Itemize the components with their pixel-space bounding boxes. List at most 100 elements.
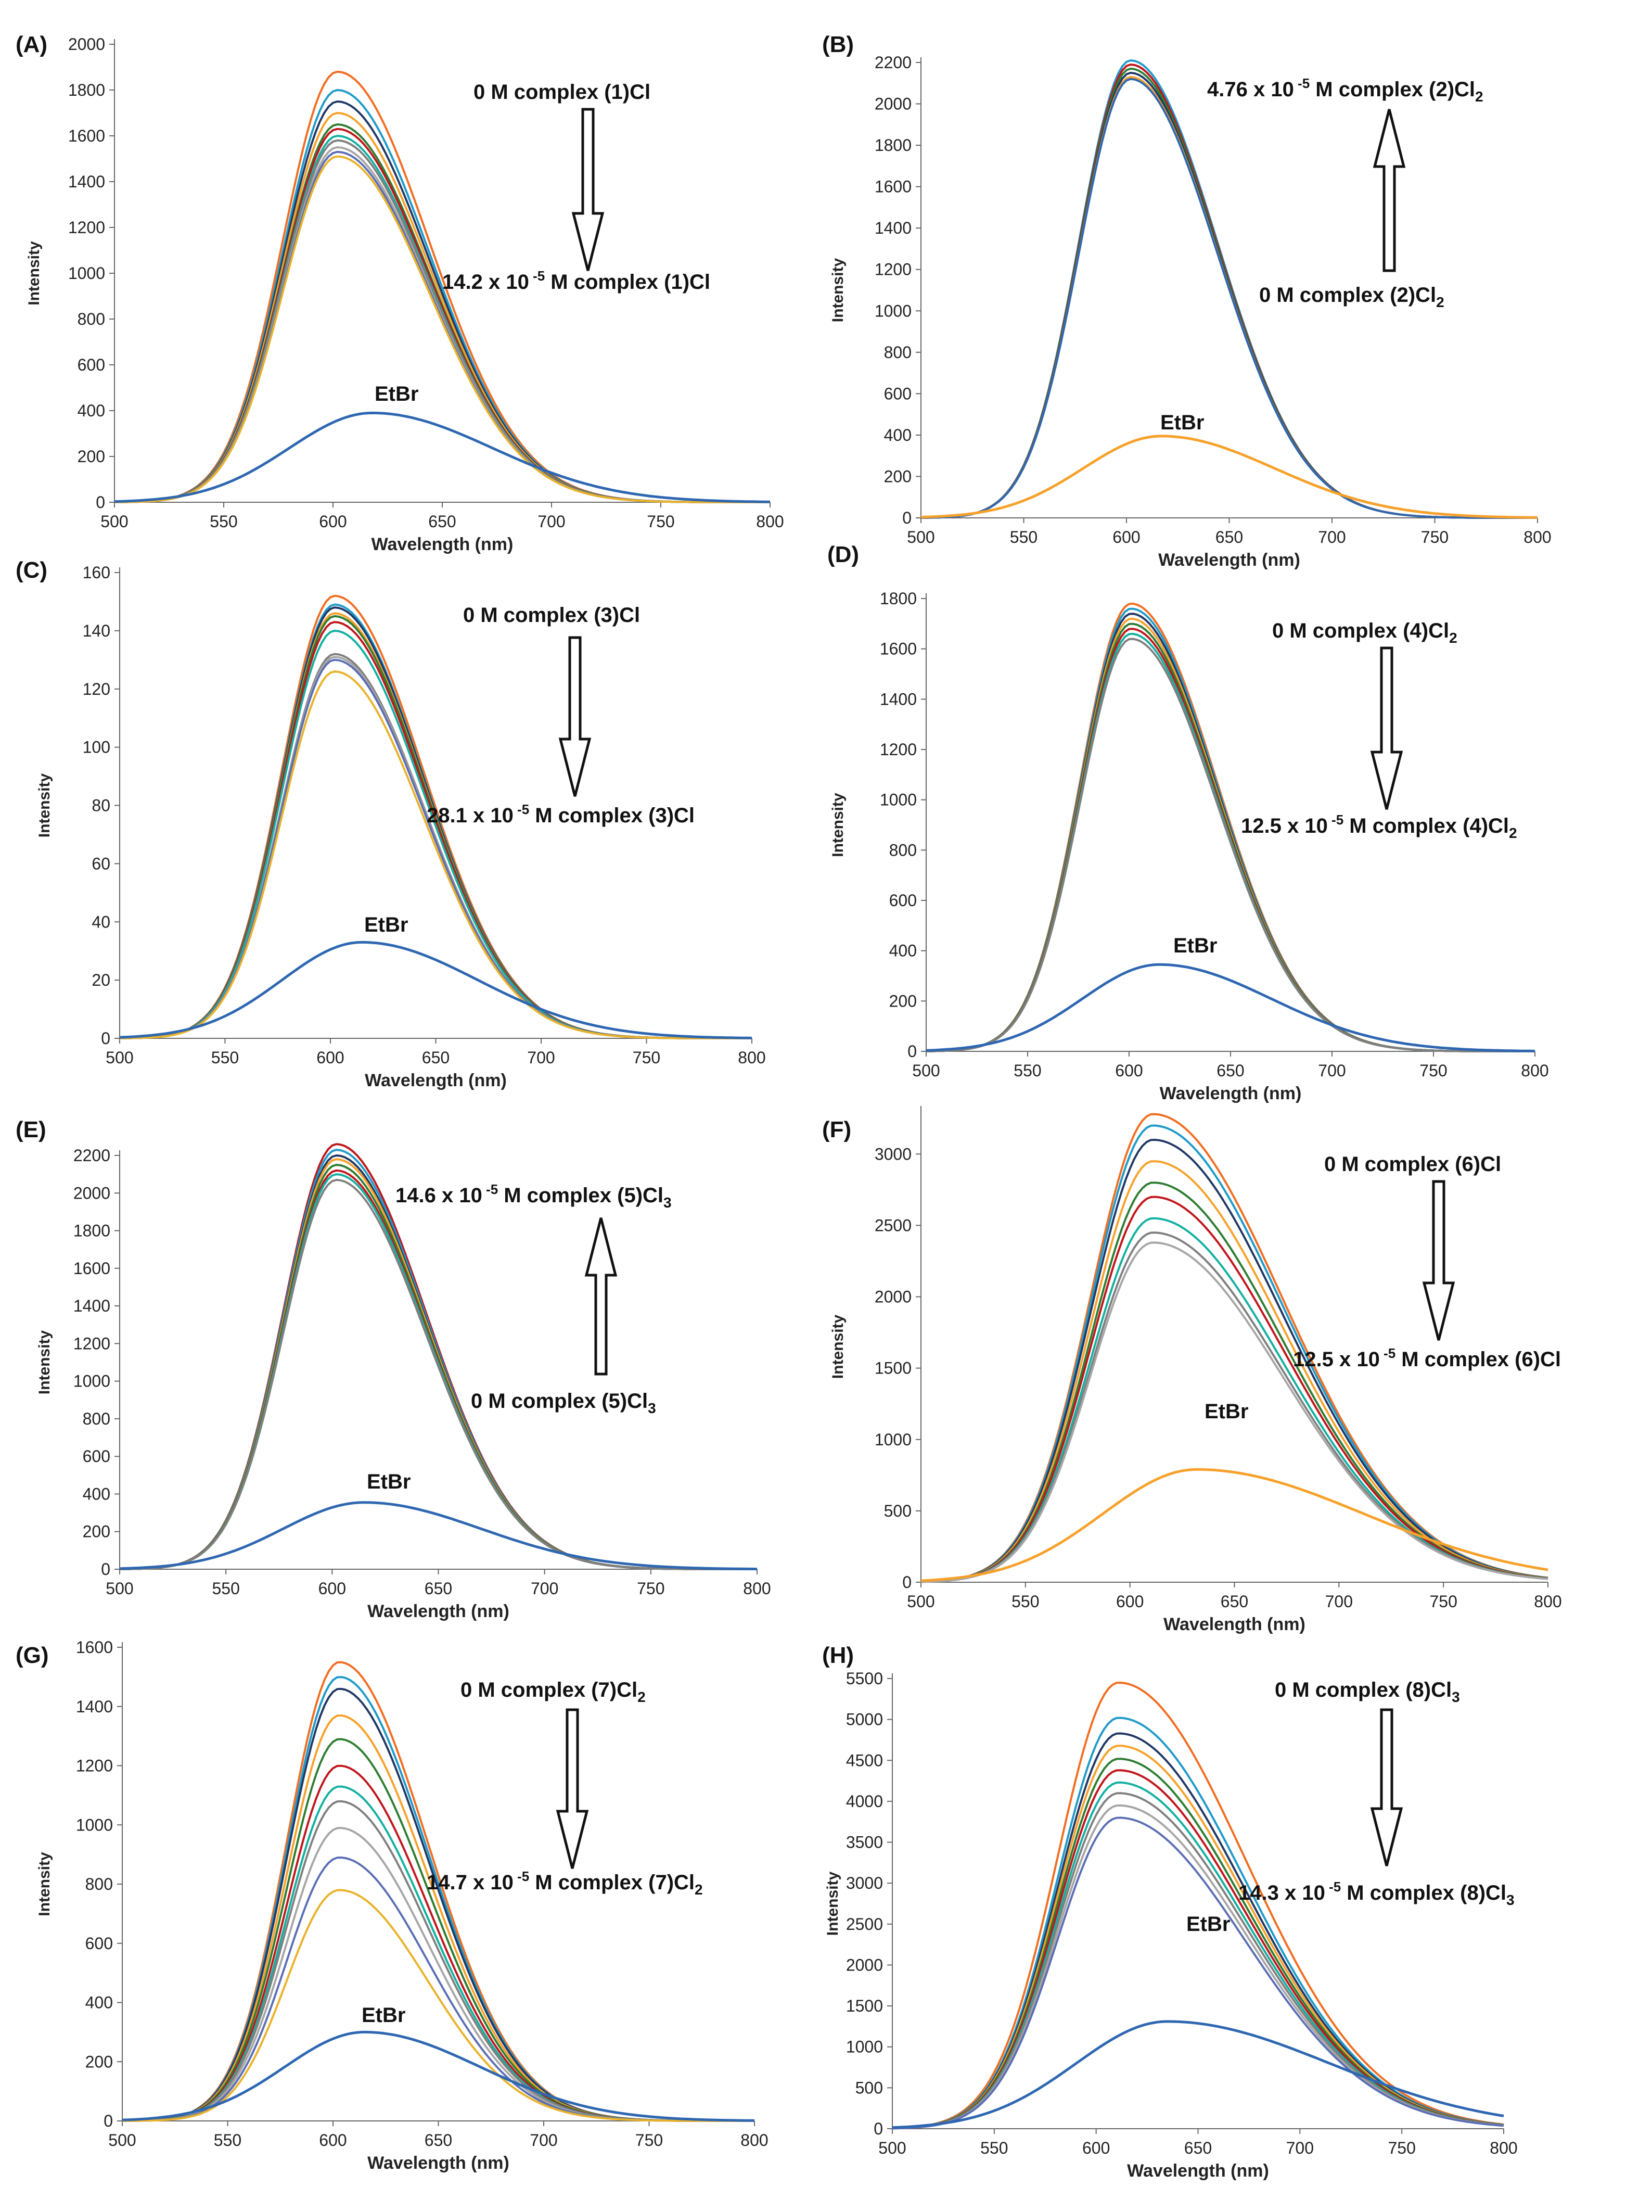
x-tick-label: 550 bbox=[211, 1048, 239, 1067]
x-tick-label: 500 bbox=[106, 1048, 133, 1067]
concentration-label: 0 M complex (4)Cl2 bbox=[1272, 619, 1457, 646]
y-tick-label: 1500 bbox=[846, 1997, 883, 2015]
etbr-label: EtBr bbox=[375, 383, 418, 405]
y-tick-label: 1800 bbox=[880, 589, 917, 608]
panel-label: (E) bbox=[16, 1117, 46, 1142]
y-tick-label: 1400 bbox=[880, 690, 917, 708]
y-tick-label: 1400 bbox=[68, 172, 105, 191]
y-tick-label: 1200 bbox=[875, 260, 912, 279]
panel-label: (A) bbox=[16, 32, 47, 57]
spectrum-line bbox=[920, 1196, 1548, 1583]
spectrum-line bbox=[119, 629, 752, 1039]
x-tick-label: 500 bbox=[907, 1592, 934, 1611]
y-tick-label: 80 bbox=[92, 796, 110, 815]
spectrum-line bbox=[920, 1160, 1548, 1583]
y-tick-label: 120 bbox=[83, 680, 110, 698]
panel-label: (G) bbox=[16, 1643, 49, 1668]
y-tick-label: 800 bbox=[85, 1875, 113, 1893]
y-tick-label: 200 bbox=[884, 467, 912, 486]
y-tick-label: 1600 bbox=[73, 1259, 110, 1278]
y-tick-label: 200 bbox=[83, 1522, 110, 1541]
spectrum-line bbox=[892, 1681, 1504, 2130]
y-tick-label: 1600 bbox=[76, 1638, 113, 1657]
y-tick-label: 600 bbox=[85, 1934, 113, 1953]
y-tick-label: 0 bbox=[902, 508, 912, 527]
concentration-label: 0 M complex (8)Cl3 bbox=[1275, 1679, 1460, 1705]
y-tick-label: 3000 bbox=[846, 1874, 883, 1892]
x-axis-label: Wavelength (nm) bbox=[367, 2153, 509, 2173]
y-axis-label: Intensity bbox=[36, 1330, 53, 1395]
concentration-label: 14.6 x 10 -5 M complex (5)Cl3 bbox=[395, 1181, 672, 1211]
y-tick-label: 400 bbox=[884, 426, 912, 444]
y-tick-label: 1200 bbox=[880, 740, 917, 759]
panel-label: (F) bbox=[822, 1117, 851, 1142]
x-tick-label: 500 bbox=[106, 1579, 133, 1598]
x-tick-label: 650 bbox=[1215, 528, 1243, 546]
y-tick-label: 20 bbox=[92, 971, 110, 989]
etbr-label: EtBr bbox=[362, 2004, 405, 2027]
x-tick-label: 500 bbox=[907, 528, 934, 546]
x-axis-label: Wavelength (nm) bbox=[1158, 550, 1300, 570]
x-tick-label: 650 bbox=[1184, 2139, 1212, 2157]
y-tick-label: 140 bbox=[83, 621, 110, 640]
spectrum-line bbox=[122, 1785, 754, 2122]
y-tick-label: 1200 bbox=[68, 218, 105, 237]
x-axis-label: Wavelength (nm) bbox=[1163, 1614, 1305, 1634]
y-tick-label: 800 bbox=[83, 1409, 110, 1428]
x-tick-label: 700 bbox=[530, 2131, 557, 2150]
y-tick-label: 1800 bbox=[875, 136, 912, 155]
concentration-label: 14.7 x 10 -5 M complex (7)Cl2 bbox=[427, 1868, 703, 1898]
y-tick-label: 600 bbox=[83, 1447, 110, 1466]
arrow-down-icon bbox=[571, 108, 605, 271]
spectrum-line bbox=[119, 1173, 757, 1570]
panel-h: 0500100015002000250030003500400045005000… bbox=[822, 1643, 1518, 2181]
x-tick-label: 650 bbox=[422, 1048, 450, 1067]
x-tick-label: 600 bbox=[319, 512, 347, 531]
x-axis-label: Wavelength (nm) bbox=[1160, 1084, 1302, 1103]
y-tick-label: 600 bbox=[889, 891, 917, 910]
spectrum-line bbox=[920, 75, 1538, 519]
x-tick-label: 650 bbox=[425, 1579, 452, 1598]
spectrum-line bbox=[122, 1676, 754, 2122]
y-tick-label: 1000 bbox=[68, 264, 105, 283]
y-tick-label: 1000 bbox=[875, 301, 912, 320]
y-tick-label: 3500 bbox=[846, 1833, 883, 1852]
spectrum-line bbox=[920, 1241, 1548, 1583]
x-tick-label: 750 bbox=[1388, 2139, 1415, 2157]
spectrum-line bbox=[122, 1800, 754, 2122]
y-tick-label: 2200 bbox=[73, 1146, 110, 1165]
concentration-label: 14.3 x 10 -5 M complex (8)Cl3 bbox=[1238, 1879, 1515, 1908]
etbr-line bbox=[122, 2030, 755, 2122]
y-tick-label: 0 bbox=[907, 1042, 917, 1061]
spectrum-line bbox=[920, 71, 1538, 519]
x-tick-label: 550 bbox=[980, 2139, 1008, 2157]
y-tick-label: 1000 bbox=[880, 791, 917, 809]
arrow-down-icon bbox=[556, 1708, 589, 1869]
x-tick-label: 600 bbox=[316, 1048, 344, 1067]
x-tick-label: 550 bbox=[210, 512, 237, 531]
concentration-label: 0 M complex (6)Cl bbox=[1324, 1153, 1501, 1176]
x-tick-label: 750 bbox=[635, 2131, 663, 2150]
y-tick-label: 500 bbox=[855, 2078, 883, 2097]
x-tick-label: 750 bbox=[633, 1048, 660, 1067]
y-tick-label: 600 bbox=[884, 384, 912, 403]
y-axis-label: Intensity bbox=[25, 241, 43, 306]
x-tick-label: 800 bbox=[1534, 1592, 1561, 1611]
y-tick-label: 200 bbox=[78, 447, 105, 466]
y-tick-label: 60 bbox=[92, 854, 110, 873]
x-axis-label: Wavelength (nm) bbox=[372, 535, 514, 554]
spectrum-line bbox=[920, 1138, 1548, 1583]
x-tick-label: 700 bbox=[1318, 1061, 1346, 1080]
arrow-down-icon bbox=[1422, 1180, 1455, 1341]
y-tick-label: 1000 bbox=[73, 1372, 110, 1391]
y-tick-label: 600 bbox=[78, 355, 105, 374]
y-tick-label: 100 bbox=[83, 738, 110, 757]
concentration-label: 28.1 x 10 -5 M complex (3)Cl bbox=[427, 802, 695, 827]
concentration-label: 0 M complex (7)Cl2 bbox=[460, 1679, 646, 1705]
y-tick-label: 5500 bbox=[846, 1669, 883, 1688]
y-axis-label: Intensity bbox=[829, 793, 847, 857]
spectrum-line bbox=[119, 1169, 757, 1570]
x-tick-label: 800 bbox=[1523, 528, 1551, 546]
concentration-label: 12.5 x 10 -5 M complex (6)Cl bbox=[1293, 1345, 1561, 1371]
